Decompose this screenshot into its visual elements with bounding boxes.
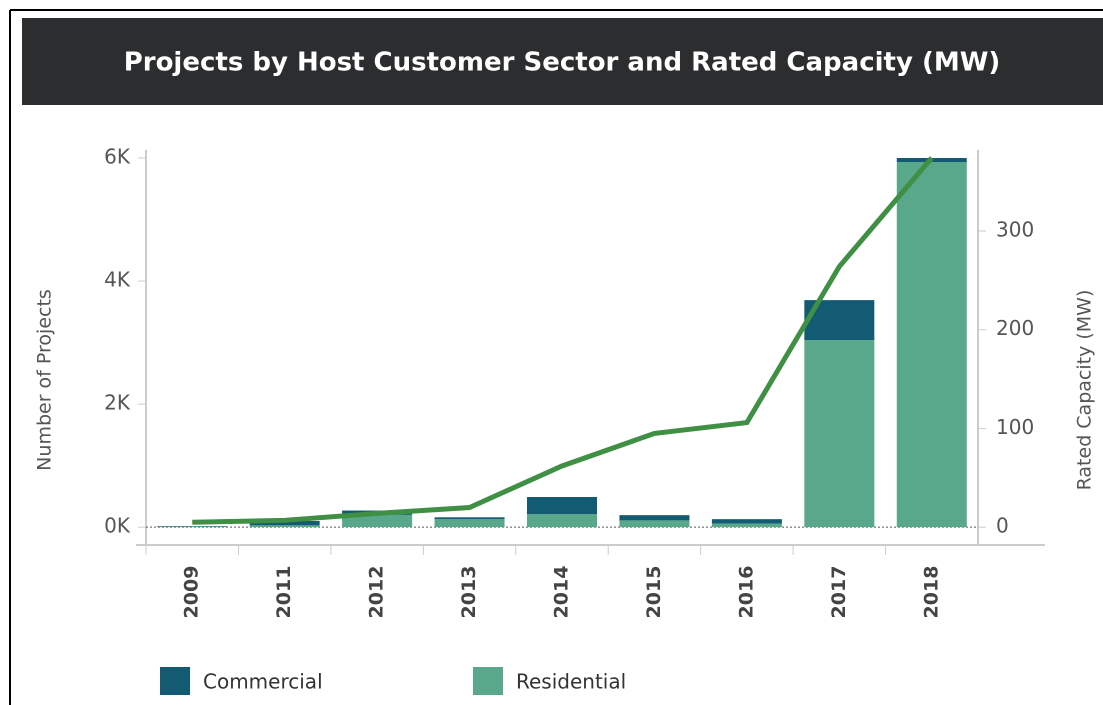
x-tick-label: 2017: [828, 566, 850, 619]
bar: [896, 161, 967, 528]
y2-axis-title: Rated Capacity (MW): [1074, 290, 1096, 491]
x-tick-label: 2016: [735, 566, 757, 619]
x-tick-label: 2015: [643, 566, 665, 619]
y-tick-label: 2K: [104, 391, 131, 415]
y2-tick-label: 0: [996, 514, 1009, 538]
bar: [527, 497, 597, 515]
x-tick-label: 2018: [920, 566, 942, 619]
y-tick-label: 6K: [104, 144, 131, 168]
y-axis-title: Number of Projects: [34, 289, 56, 471]
bar: [249, 521, 320, 526]
bar: [804, 340, 875, 528]
capacity-line: [192, 156, 934, 525]
y-tick-label: 0K: [104, 514, 131, 538]
legend-label: Residential: [516, 670, 626, 694]
legend-swatch: [160, 667, 190, 695]
bar: [711, 523, 782, 528]
x-tick-label: 2011: [273, 566, 295, 619]
bar: [527, 514, 597, 528]
legend-label: Commercial: [203, 670, 323, 694]
chart-title: Projects by Host Customer Sector and Rat…: [124, 48, 1001, 78]
bar: [619, 515, 690, 521]
x-tick-label: 2012: [366, 566, 388, 619]
x-tick-label: 2013: [458, 566, 480, 619]
y2-tick-label: 200: [996, 316, 1034, 340]
y2-tick-label: 300: [996, 217, 1034, 241]
bar: [434, 519, 505, 528]
bar: [711, 519, 782, 524]
bar: [249, 525, 320, 528]
bar: [342, 514, 413, 528]
bar: [434, 517, 505, 520]
y-tick-label: 4K: [104, 268, 131, 292]
x-tick-label: 2009: [181, 566, 203, 619]
x-tick-label: 2014: [551, 566, 573, 619]
y2-tick-label: 100: [996, 415, 1034, 439]
legend-swatch: [473, 667, 503, 695]
title-bar: [22, 18, 1103, 105]
bar: [157, 526, 228, 527]
bar: [619, 520, 690, 528]
